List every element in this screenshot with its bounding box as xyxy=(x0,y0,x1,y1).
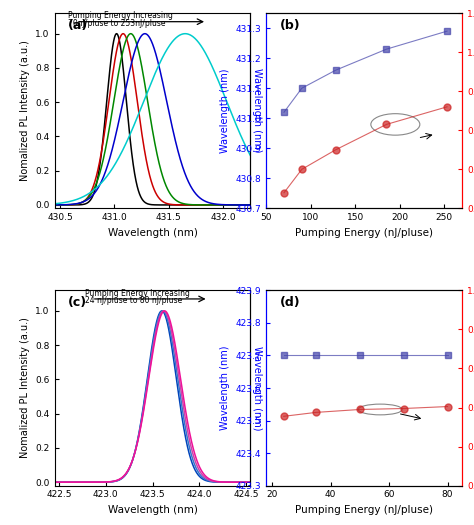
Y-axis label: Wavelength (nm): Wavelength (nm) xyxy=(220,346,230,430)
Text: Pumping Energy Increasing: Pumping Energy Increasing xyxy=(68,11,173,20)
Text: (b): (b) xyxy=(280,19,301,32)
X-axis label: Wavelength (nm): Wavelength (nm) xyxy=(108,505,198,515)
X-axis label: Wavelength (nm): Wavelength (nm) xyxy=(108,228,198,238)
Y-axis label: Wavelength (nm): Wavelength (nm) xyxy=(252,68,262,153)
Text: (d): (d) xyxy=(280,296,301,309)
Text: 24 nJ/pluse to 80 nJ/pluse: 24 nJ/pluse to 80 nJ/pluse xyxy=(85,296,182,305)
Y-axis label: Wavelength (nm): Wavelength (nm) xyxy=(252,346,262,430)
X-axis label: Pumping Energy (nJ/pluse): Pumping Energy (nJ/pluse) xyxy=(295,505,433,515)
Text: 70nJ/pluse to 253nJ/pluse: 70nJ/pluse to 253nJ/pluse xyxy=(68,19,165,28)
Y-axis label: Wavelength (nm): Wavelength (nm) xyxy=(220,68,230,153)
Y-axis label: Nomalized PL Intensity (a.u.): Nomalized PL Intensity (a.u.) xyxy=(20,40,30,181)
Text: Pumping Energy Increasing: Pumping Energy Increasing xyxy=(85,289,190,298)
Text: (a): (a) xyxy=(68,19,89,32)
X-axis label: Pumping Energy (nJ/pluse): Pumping Energy (nJ/pluse) xyxy=(295,228,433,238)
Text: (c): (c) xyxy=(68,296,87,309)
Y-axis label: Nomalized PL Intensity (a.u.): Nomalized PL Intensity (a.u.) xyxy=(20,318,30,458)
